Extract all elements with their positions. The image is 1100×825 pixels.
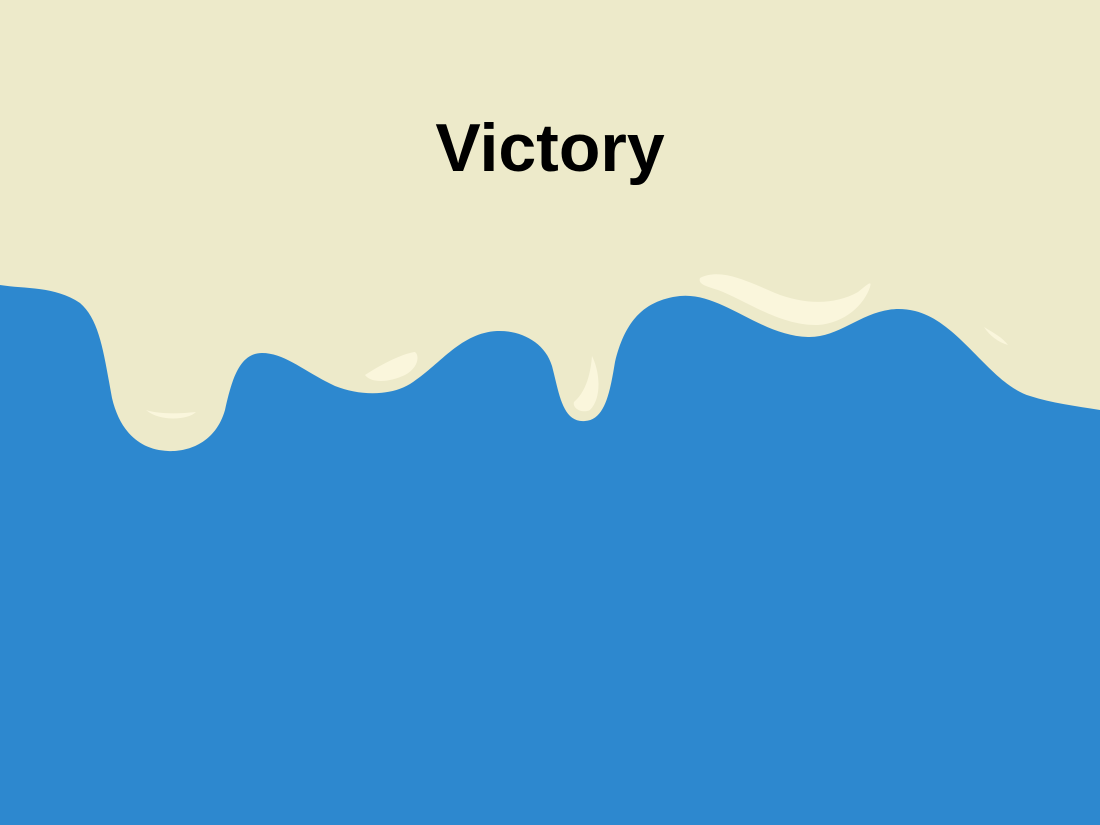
- cream-drip: [0, 0, 1100, 452]
- victory-title: Victory: [435, 110, 665, 186]
- drip-highlight: [146, 410, 196, 419]
- drip-highlight: [573, 356, 599, 412]
- drip-highlight: [699, 274, 871, 326]
- drip-highlight: [365, 352, 418, 382]
- drip-highlight: [984, 327, 1008, 345]
